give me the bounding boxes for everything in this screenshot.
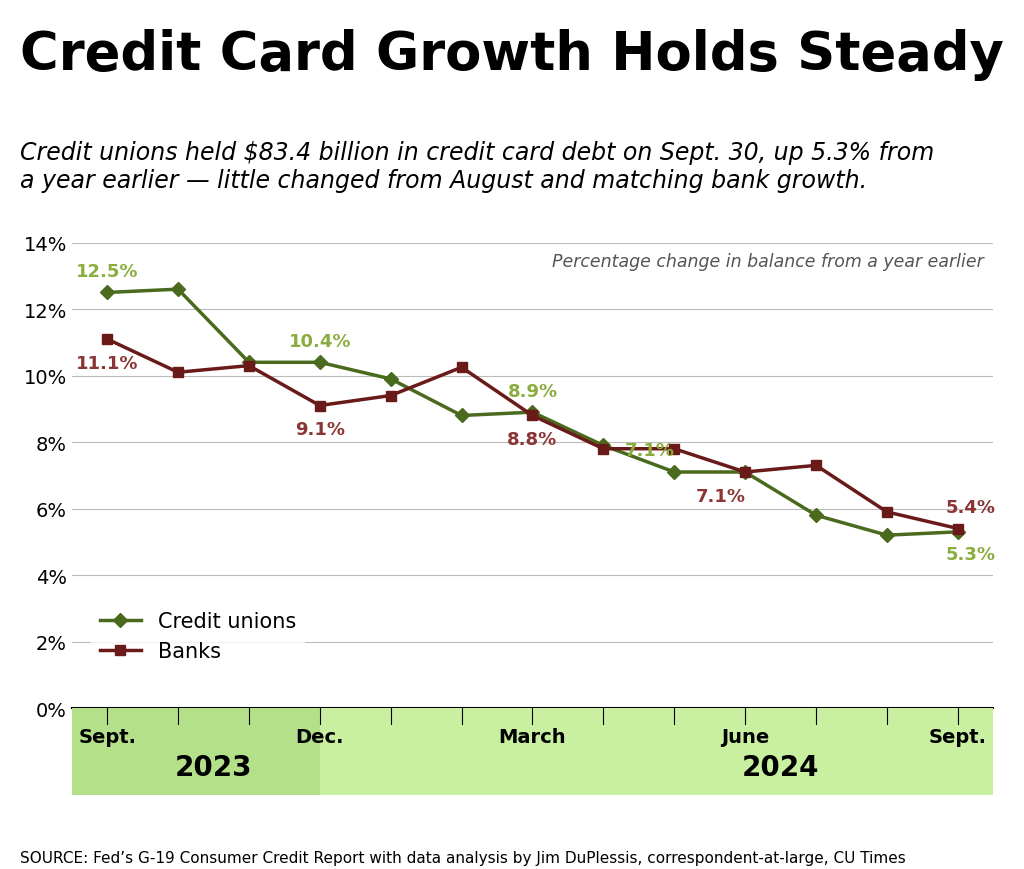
Banks xyxy=(243,361,255,371)
Text: March: March xyxy=(499,727,566,746)
Line: Credit unions: Credit unions xyxy=(102,285,963,541)
Text: Percentage change in balance from a year earlier: Percentage change in balance from a year… xyxy=(552,253,984,270)
Text: 2024: 2024 xyxy=(741,753,819,781)
Text: 10.4%: 10.4% xyxy=(289,332,351,350)
Credit unions xyxy=(172,285,184,295)
Credit unions xyxy=(810,510,822,521)
Banks xyxy=(810,461,822,471)
Legend: Credit unions, Banks: Credit unions, Banks xyxy=(91,603,304,670)
Credit unions xyxy=(668,468,680,478)
Text: 12.5%: 12.5% xyxy=(76,262,138,281)
Text: 8.8%: 8.8% xyxy=(507,431,558,449)
Bar xyxy=(319,708,1024,795)
Credit unions xyxy=(243,358,255,368)
Text: 5.3%: 5.3% xyxy=(945,546,995,564)
Banks xyxy=(526,411,539,421)
Text: Dec.: Dec. xyxy=(296,727,344,746)
Credit unions xyxy=(881,530,893,541)
Text: SOURCE: Fed’s G-19 Consumer Credit Report with data analysis by Jim DuPlessis, c: SOURCE: Fed’s G-19 Consumer Credit Repor… xyxy=(20,850,906,865)
Text: 5.4%: 5.4% xyxy=(945,498,995,516)
Text: 7.1%: 7.1% xyxy=(625,441,675,460)
Text: 7.1%: 7.1% xyxy=(695,488,745,506)
Text: Credit unions held $83.4 billion in credit card debt on Sept. 30, up 5.3% from
a: Credit unions held $83.4 billion in cred… xyxy=(20,141,935,193)
Banks xyxy=(668,444,680,454)
Credit unions xyxy=(526,408,539,418)
Text: Credit Card Growth Holds Steady: Credit Card Growth Holds Steady xyxy=(20,30,1005,81)
Banks xyxy=(172,368,184,378)
Bar xyxy=(72,708,319,795)
Credit unions xyxy=(951,527,964,537)
Credit unions xyxy=(597,441,609,451)
Banks xyxy=(597,444,609,454)
Banks xyxy=(456,362,468,373)
Credit unions xyxy=(739,468,752,478)
Credit unions xyxy=(385,375,397,385)
Banks xyxy=(385,391,397,401)
Credit unions xyxy=(456,411,468,421)
Credit unions xyxy=(313,358,326,368)
Banks xyxy=(951,524,964,534)
Line: Banks: Banks xyxy=(102,335,963,534)
Text: 2023: 2023 xyxy=(175,753,252,781)
Text: Sept.: Sept. xyxy=(78,727,136,746)
Text: June: June xyxy=(721,727,769,746)
Text: 8.9%: 8.9% xyxy=(508,382,557,400)
Banks xyxy=(313,401,326,411)
Text: 11.1%: 11.1% xyxy=(76,355,138,373)
Banks xyxy=(881,507,893,518)
Banks xyxy=(739,468,752,478)
Text: Sept.: Sept. xyxy=(929,727,987,746)
Credit unions xyxy=(101,288,114,298)
Banks xyxy=(101,335,114,345)
Text: 9.1%: 9.1% xyxy=(295,421,345,439)
